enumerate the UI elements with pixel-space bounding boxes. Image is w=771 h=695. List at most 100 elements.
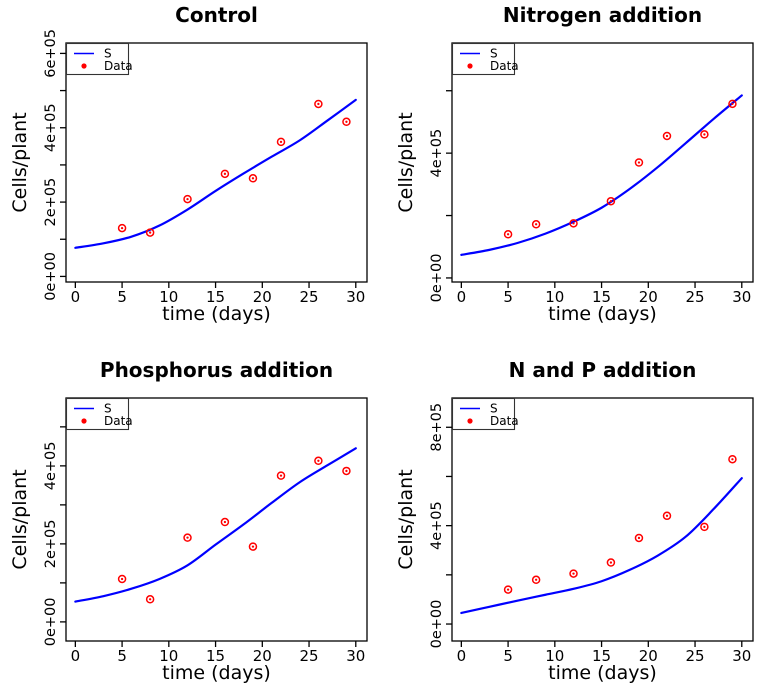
data-point-center: [120, 226, 124, 230]
data-point-center: [702, 133, 706, 136]
x-tick-label: 5: [503, 647, 513, 665]
data-point-center: [571, 572, 575, 575]
data-point-center: [609, 561, 612, 564]
legend-point-sample: [81, 63, 87, 69]
data-points: [117, 456, 351, 604]
x-tick-label: 25: [685, 288, 704, 306]
x-tick-label: 10: [159, 288, 178, 306]
x-axis-title: time (days): [548, 303, 657, 325]
chart-nitrogen-canvas: Nitrogen addition 0 5 10 15 20 25 30 time (days)…: [395, 3, 754, 325]
data-point-center: [345, 469, 348, 473]
x-tick-label: 20: [638, 647, 657, 665]
x-tick-label: 0: [71, 647, 81, 665]
data-point-ring: [568, 569, 578, 578]
data-point-ring: [606, 558, 615, 567]
data-point-ring: [248, 542, 258, 551]
y-tick-label: 2e+05: [43, 520, 59, 569]
x-tick-label: 20: [253, 288, 272, 306]
y-tick-label: 4e+05: [429, 501, 445, 550]
x-tick-label: 5: [503, 288, 513, 306]
x-tick-label: 10: [545, 288, 564, 306]
x-tick-label: 10: [159, 647, 178, 665]
data-point-center: [730, 102, 734, 105]
data-point-center: [317, 459, 320, 462]
x-tick-label: 0: [71, 288, 81, 306]
data-point-ring: [117, 574, 127, 584]
data-points: [117, 99, 351, 237]
x-tick-label: 20: [638, 288, 657, 306]
x-axis-title: time (days): [162, 303, 271, 325]
y-tick-label: 6e+05: [43, 29, 59, 78]
chart-title: N and P addition: [508, 358, 696, 382]
x-axis-title: time (days): [162, 662, 271, 684]
data-point-center: [571, 222, 575, 225]
legend-label-s: S: [104, 402, 112, 416]
data-point-center: [506, 588, 509, 591]
x-axis: 0 5 10 15 20 25 30 time (days): [456, 282, 751, 325]
data-point-ring: [183, 533, 192, 542]
plot-box: [65, 397, 368, 642]
data-point-center: [279, 474, 283, 477]
model-curve: [74, 447, 357, 603]
data-point-center: [609, 200, 612, 203]
x-tick-label: 20: [253, 647, 272, 665]
data-point-center: [534, 223, 537, 226]
x-tick-label: 30: [732, 647, 751, 665]
legend-point-sample: [466, 63, 473, 69]
data-point-center: [702, 525, 706, 529]
x-axis: 0 5 10 15 20 25 30 time (days): [71, 282, 365, 325]
chart-control-canvas: Control 0 5 10 15 20 25 30 time (days) 0e+00 2e+05…: [9, 3, 368, 325]
y-tick-label: 8e+05: [429, 403, 445, 452]
chart-phosphorus-canvas: Phosphorus addition 0 5 10 15 20 25 30 time (day…: [9, 358, 368, 684]
data-point-ring: [634, 533, 643, 543]
x-tick-label: 30: [346, 288, 365, 306]
data-point-center: [534, 578, 537, 581]
legend-label-data: Data: [104, 59, 133, 73]
x-axis: 0 5 10 15 20 25 30 time (days): [456, 641, 751, 684]
data-point-ring: [503, 585, 512, 594]
data-point-ring: [220, 169, 230, 179]
data-point-ring: [145, 595, 155, 604]
data-point-center: [120, 577, 124, 581]
data-point-ring: [531, 575, 540, 585]
data-point-ring: [314, 456, 323, 466]
y-axis: 0e+00 2e+05 4e+05 6e+05 Cells/plant: [9, 29, 66, 301]
y-tick-label: 4e+05: [43, 103, 59, 152]
data-point-center: [665, 514, 668, 517]
data-point-ring: [662, 131, 671, 141]
y-axis: 0e+00 4e+05 8e+05 Cells/plant: [395, 403, 452, 648]
y-axis: 0e+00 4e+05 Cells/plant: [395, 90, 452, 303]
data-point-center: [148, 231, 152, 234]
y-axis: 0e+00 2e+05 4e+05 Cells/plant: [9, 426, 66, 646]
y-tick-label: 0e+00: [43, 252, 59, 301]
data-point-center: [279, 140, 283, 144]
x-tick-label: 0: [456, 288, 466, 306]
data-point-ring: [727, 454, 737, 464]
data-point-center: [317, 102, 320, 106]
model-curve: [459, 94, 743, 256]
data-point-ring: [342, 117, 351, 127]
data-point-center: [251, 545, 255, 548]
legend-label-s: S: [490, 402, 498, 416]
data-point-center: [665, 134, 668, 138]
data-point-center: [730, 458, 734, 461]
x-tick-label: 25: [299, 647, 318, 665]
y-axis-title: Cells/plant: [395, 469, 417, 569]
y-tick-label: 0e+00: [429, 254, 445, 303]
chart-title: Nitrogen addition: [502, 3, 701, 27]
x-tick-label: 30: [732, 288, 751, 306]
x-tick-label: 25: [299, 288, 318, 306]
y-tick-label: 2e+05: [43, 178, 59, 227]
data-point-ring: [606, 196, 615, 206]
y-axis-title: Cells/plant: [9, 112, 31, 212]
legend-box: [451, 397, 515, 431]
x-tick-label: 15: [592, 288, 611, 306]
data-point-ring: [634, 158, 643, 167]
data-point-center: [223, 520, 227, 524]
data-point-center: [251, 177, 255, 180]
data-point-ring: [117, 223, 127, 233]
data-point-ring: [727, 99, 737, 109]
